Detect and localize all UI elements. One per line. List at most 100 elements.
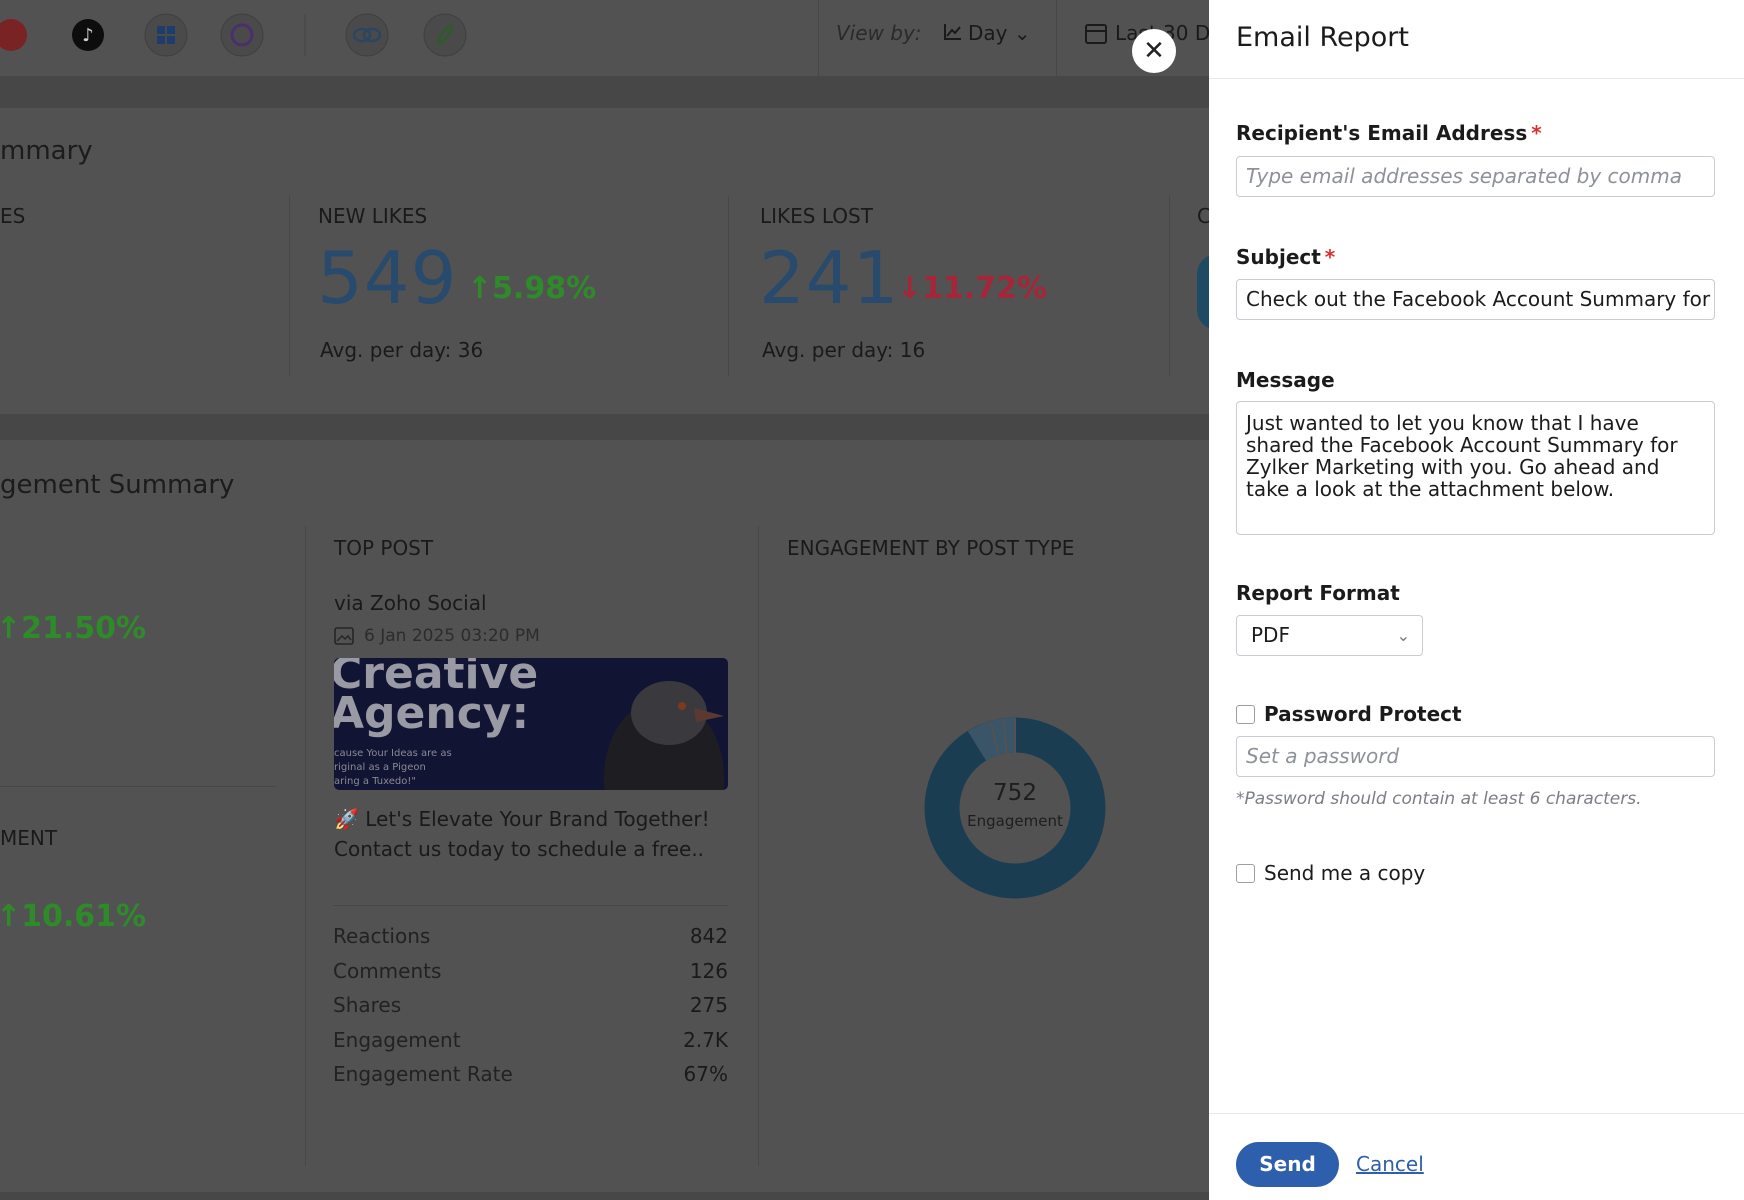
copy-checkbox[interactable]	[1236, 864, 1255, 883]
pigeon	[604, 681, 724, 790]
view-by-value: Day	[968, 21, 1008, 45]
stat-value: 126	[689, 958, 728, 983]
label-text: Recipient's Email Address	[1236, 121, 1528, 145]
image-headline: Creative	[334, 658, 539, 699]
format-select[interactable]: PDF ⌄	[1236, 615, 1423, 656]
message-textarea[interactable]: Just wanted to let you know that I have …	[1236, 401, 1715, 535]
network-icon[interactable]	[423, 13, 467, 57]
post-text: Contact us today to schedule a free..	[334, 837, 705, 861]
divider	[1209, 1113, 1744, 1114]
tiktok-icon[interactable]	[72, 19, 104, 51]
image-tagline: riginal as a Pigeon	[334, 762, 426, 773]
calendar-icon	[1085, 24, 1107, 44]
stat-label: Engagement	[333, 1027, 461, 1052]
donut-chart	[924, 717, 1106, 899]
panel-title: Email Report	[1236, 22, 1409, 53]
metric-change: ↑5.98%	[467, 271, 597, 306]
metric-label: LIKES LOST	[760, 204, 873, 228]
divider	[289, 196, 290, 376]
pinterest-icon[interactable]	[0, 19, 27, 51]
engagement-card: gement Summary ↑21.50% MENT ↑10.61% TOP …	[0, 440, 1209, 1192]
checkbox-label: Send me a copy	[1264, 861, 1426, 885]
metric-avg: Avg. per day: 16	[762, 338, 926, 362]
placeholder: Set a password	[1246, 744, 1400, 768]
metric-change-value: 10.61%	[21, 899, 147, 934]
view-by-dropdown[interactable]: Day ⌄	[968, 21, 1031, 45]
field-label: Message	[1236, 368, 1335, 392]
stat-value: 842	[689, 924, 728, 948]
stat-label: Comments	[333, 958, 442, 983]
divider	[1056, 0, 1057, 76]
metric-change: ↓11.72%	[897, 271, 1048, 306]
divider	[1169, 196, 1170, 376]
stat-label: Engagement Rate	[333, 1062, 513, 1086]
stat-row: Engagement 2.7K	[333, 1028, 728, 1063]
password-hint: *Password should contain at least 6 char…	[1236, 789, 1642, 809]
stat-value: 2.7K	[683, 1027, 728, 1052]
stat-value: 67%	[683, 1062, 728, 1086]
summary-card: mmary ES NEW LIKES 549 ↑5.98% Avg. per d…	[0, 108, 1237, 414]
image-icon	[334, 627, 354, 645]
stat-label: Shares	[333, 993, 402, 1017]
divider	[1209, 78, 1744, 79]
close-button[interactable]: ✕	[1132, 29, 1176, 73]
email-report-panel: Email Report Recipient's Email Address * …	[1209, 0, 1744, 1200]
checkbox-label: Password Protect	[1264, 702, 1462, 726]
cancel-link[interactable]: Cancel	[1356, 1152, 1424, 1176]
chart-icon	[944, 24, 961, 40]
image-tagline: cause Your Ideas are as	[334, 748, 452, 759]
svg-text:♪: ♪	[82, 25, 94, 46]
metric-label: MENT	[0, 826, 58, 850]
subject-input[interactable]: Check out the Facebook Account Summary f…	[1236, 279, 1715, 320]
view-by-label: View by:	[836, 21, 922, 45]
input-value: Check out the Facebook Account Summary f…	[1246, 287, 1714, 311]
donut-total: 752	[993, 780, 1037, 806]
post-source: via Zoho Social	[334, 591, 487, 615]
stat-row: Engagement Rate 67%	[333, 1062, 728, 1097]
post-text: 🚀 Let's Elevate Your Brand Together!	[334, 807, 710, 831]
network-icon[interactable]	[220, 13, 264, 57]
post-image[interactable]: Creative Agency: cause Your Ideas are as…	[334, 658, 728, 790]
metric-label: ES	[0, 204, 26, 228]
label-text: Subject	[1236, 245, 1321, 269]
field-label: Recipient's Email Address *	[1236, 121, 1542, 145]
password-input[interactable]: Set a password	[1236, 736, 1715, 777]
input-value: Just wanted to let you know that I have …	[1246, 411, 1678, 501]
required-mark: *	[1531, 121, 1542, 145]
network-icons: ♪	[0, 13, 467, 57]
stat-row: Reactions 842	[333, 924, 728, 959]
image-tagline: aring a Tuxedo!"	[334, 776, 416, 787]
metric-change: ↑21.50%	[0, 611, 147, 646]
required-mark: *	[1324, 245, 1336, 269]
metric-change-value: 21.50%	[21, 611, 147, 646]
image-headline: Agency:	[334, 688, 530, 739]
password-checkbox[interactable]	[1236, 705, 1255, 724]
post-date: 6 Jan 2025 03:20 PM	[364, 626, 540, 646]
divider	[333, 905, 728, 906]
metric-label: NEW LIKES	[318, 204, 428, 228]
card-title: gement Summary	[0, 470, 235, 500]
stat-row: Shares 275	[333, 993, 728, 1028]
metric-label: C	[1197, 204, 1211, 228]
network-icon[interactable]	[345, 13, 389, 57]
metric-value: 549	[317, 236, 458, 320]
recipient-input[interactable]: Type email addresses separated by comma	[1236, 156, 1715, 197]
stat-row: Comments 126	[333, 959, 728, 994]
divider	[0, 786, 276, 787]
send-button[interactable]: Send	[1236, 1142, 1339, 1187]
stat-value: 275	[689, 993, 728, 1017]
metric-value: 241	[759, 236, 900, 320]
toolbar: ♪ View by: Day ⌄ Last 30 Days	[0, 0, 1245, 76]
field-label: Report Format	[1236, 581, 1400, 605]
divider	[305, 526, 306, 1166]
section-title: ENGAGEMENT BY POST TYPE	[787, 536, 1075, 560]
section-title: TOP POST	[334, 536, 434, 560]
field-label: Subject *	[1236, 245, 1335, 269]
placeholder: Type email addresses separated by comma	[1246, 164, 1682, 188]
stat-label: Reactions	[333, 924, 431, 948]
divider	[728, 196, 729, 376]
network-icon[interactable]	[144, 13, 188, 57]
metric-change: ↑10.61%	[0, 899, 147, 934]
card-title: mmary	[0, 136, 93, 166]
